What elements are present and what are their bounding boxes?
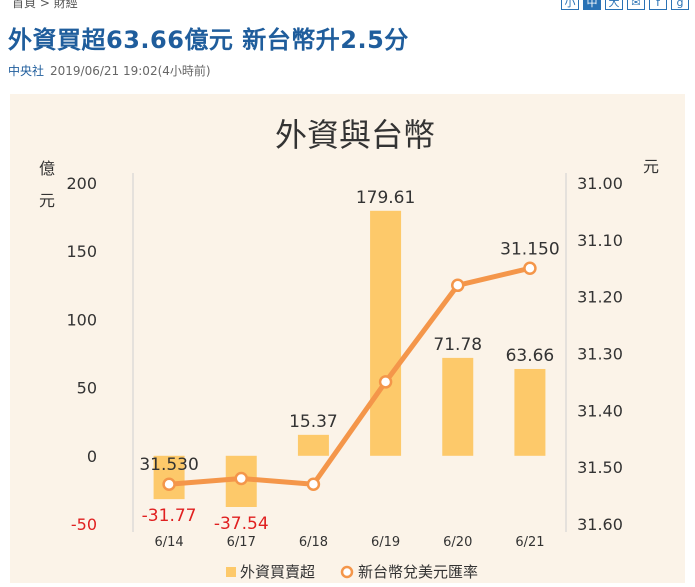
bar-value-label: -37.54 xyxy=(214,514,269,534)
right-tick-label: 31.40 xyxy=(577,401,623,420)
left-tick-label: 50 xyxy=(77,379,97,398)
line-point xyxy=(523,261,537,275)
right-tick-label: 31.50 xyxy=(577,458,623,477)
bar-value-label: 179.61 xyxy=(356,188,415,208)
left-tick-label: 200 xyxy=(66,174,97,193)
breadcrumb-section[interactable]: 財經 xyxy=(53,0,78,10)
article-title: 外資買超63.66億元 新台幣升2.5分 xyxy=(8,26,409,54)
chart: 200 150 100 50 0 -50 31.00 31.10 31.20 31.30 31.40… xyxy=(39,116,659,581)
x-tick-label: 6/20 xyxy=(443,535,472,550)
font-large-button[interactable]: 大 xyxy=(605,0,623,10)
bar xyxy=(442,357,474,456)
top-bar: 首頁 > 財經 小 中 大 ✉ f g xyxy=(0,0,695,12)
line-point xyxy=(378,375,393,389)
bar xyxy=(370,210,402,456)
right-tick-label: 31.30 xyxy=(577,345,623,364)
breadcrumb-separator: > xyxy=(39,0,50,10)
right-tick-label: 31.00 xyxy=(577,174,623,193)
legend-bar-label: 外資買賣超 xyxy=(240,563,315,581)
legend-bar-swatch xyxy=(226,567,236,577)
line-point xyxy=(451,278,465,293)
x-tick-label: 6/17 xyxy=(227,535,256,550)
x-tick-label: 6/14 xyxy=(154,535,183,550)
line-point xyxy=(234,471,248,486)
left-axis-label-char-1: 億 xyxy=(39,159,55,178)
right-tick-label: 31.60 xyxy=(577,515,623,534)
google-plus-share-icon[interactable]: g xyxy=(671,0,689,10)
left-tick-label: -50 xyxy=(71,515,97,534)
left-axis-label-char-2: 元 xyxy=(39,191,55,210)
legend-line-label: 新台幣兌美元匯率 xyxy=(358,563,478,581)
breadcrumb-home[interactable]: 首頁 xyxy=(12,0,37,10)
bar-value-label: 63.66 xyxy=(506,346,555,366)
legend: 外資買賣超 新台幣兌美元匯率 xyxy=(226,563,478,581)
chart-title: 外資與台幣 xyxy=(275,116,435,154)
line-value-label: 31.150 xyxy=(500,239,559,259)
bar-value-label: 71.78 xyxy=(433,335,482,355)
x-tick-label: 6/21 xyxy=(515,535,544,550)
bar-value-label: -31.77 xyxy=(142,506,197,526)
bar-value-label: 15.37 xyxy=(289,412,338,432)
right-axis-label: 元 xyxy=(643,157,659,176)
font-medium-button[interactable]: 中 xyxy=(583,0,601,10)
facebook-share-icon[interactable]: f xyxy=(649,0,667,10)
x-tick-label: 6/18 xyxy=(299,535,328,550)
font-small-button[interactable]: 小 xyxy=(561,0,579,10)
left-tick-label: 150 xyxy=(66,242,97,261)
article-meta: 中央社 2019/06/21 19:02(4小時前) xyxy=(8,62,211,79)
article-source[interactable]: 中央社 xyxy=(8,64,45,78)
line-point xyxy=(306,477,321,491)
legend-line-swatch xyxy=(340,565,354,579)
chart-image: 200 150 100 50 0 -50 31.00 31.10 31.20 31.30 31.40… xyxy=(10,94,685,583)
bar xyxy=(297,434,329,456)
right-tick-label: 31.10 xyxy=(577,231,623,250)
email-share-icon[interactable]: ✉ xyxy=(627,0,645,10)
right-tick-label: 31.20 xyxy=(577,288,623,307)
x-tick-label: 6/19 xyxy=(371,535,400,550)
line-value-label: 31.530 xyxy=(139,455,198,475)
article-tools: 小 中 大 ✉ f g xyxy=(561,0,689,10)
article-datetime: 2019/06/21 19:02(4小時前) xyxy=(50,64,211,78)
left-tick-label: 0 xyxy=(87,447,97,466)
line-point xyxy=(162,477,176,491)
left-tick-label: 100 xyxy=(66,310,97,329)
bar xyxy=(514,368,546,456)
exchange-rate-line xyxy=(168,265,531,487)
breadcrumb: 首頁 > 財經 xyxy=(12,0,78,11)
